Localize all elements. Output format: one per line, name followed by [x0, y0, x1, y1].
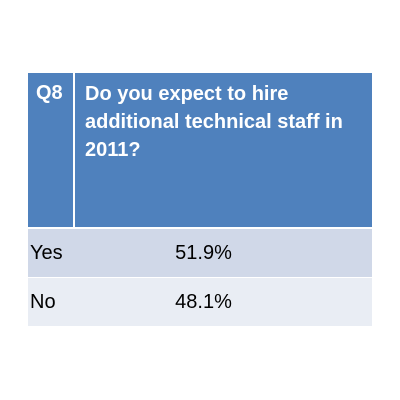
- table-row: Yes 51.9%: [28, 229, 372, 278]
- answer-value: 48.1%: [175, 290, 232, 313]
- answer-label: Yes: [30, 241, 63, 264]
- question-text: Do you expect to hire additional technic…: [85, 83, 343, 161]
- table-body: Yes 51.9% No 48.1%: [28, 229, 372, 326]
- question-number: Q8: [28, 73, 75, 227]
- table-header-row: Q8 Do you expect to hire additional tech…: [28, 73, 372, 229]
- answer-value: 51.9%: [175, 241, 232, 264]
- answer-label: No: [30, 290, 56, 313]
- table-row: No 48.1%: [28, 278, 372, 326]
- survey-table: Q8 Do you expect to hire additional tech…: [28, 73, 372, 326]
